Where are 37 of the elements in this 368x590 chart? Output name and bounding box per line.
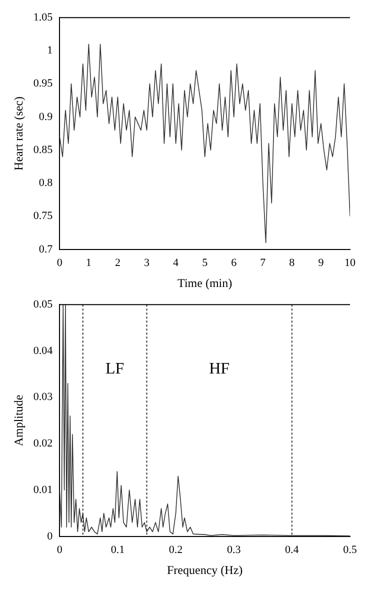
y-tick-label: 0.03 (33, 391, 54, 404)
y-tick-label: 1.05 (33, 11, 54, 24)
y-axis-title: Amplitude (11, 394, 26, 446)
x-tick-label: 9 (318, 256, 324, 269)
y-tick-label: 0 (47, 530, 54, 542)
x-tick-label: 10 (344, 256, 356, 269)
y-tick-label: 0.9 (38, 110, 54, 123)
y-tick-label: 0.01 (33, 484, 53, 496)
x-tick-label: 1 (86, 256, 92, 269)
x-tick-label: 0 (56, 256, 63, 269)
y-tick-label: 0.75 (33, 210, 54, 222)
x-tick-label: 0 (56, 544, 63, 556)
y-tick-label: 0.05 (33, 298, 54, 310)
annotation: HF (209, 360, 230, 378)
x-tick-label: 2 (114, 256, 120, 269)
x-tick-label: 3 (144, 256, 150, 269)
x-tick-label: 0.2 (168, 544, 183, 556)
x-axis-title: Frequency (Hz) (167, 562, 243, 577)
x-axis-title: Time (min) (178, 276, 232, 290)
x-tick-label: 5 (202, 256, 208, 269)
x-tick-label: 8 (289, 256, 296, 269)
annotation: LF (105, 360, 124, 378)
y-axis-title: Heart rate (sec) (11, 96, 26, 170)
x-tick-label: 0.3 (226, 544, 242, 556)
y-tick-label: 1 (47, 44, 53, 57)
y-tick-label: 0.95 (33, 78, 54, 90)
x-tick-label: 4 (173, 256, 180, 269)
y-tick-label: 0.02 (33, 438, 53, 450)
x-tick-label: 0.4 (285, 544, 300, 556)
x-tick-label: 7 (260, 256, 266, 269)
x-tick-label: 6 (231, 256, 238, 269)
x-tick-label: 0.5 (343, 544, 358, 556)
y-tick-label: 0.04 (33, 344, 54, 357)
y-tick-label: 0.85 (33, 144, 54, 156)
y-tick-label: 0.8 (38, 177, 54, 190)
y-tick-label: 0.7 (38, 243, 54, 256)
x-tick-label: 0.1 (110, 544, 125, 556)
